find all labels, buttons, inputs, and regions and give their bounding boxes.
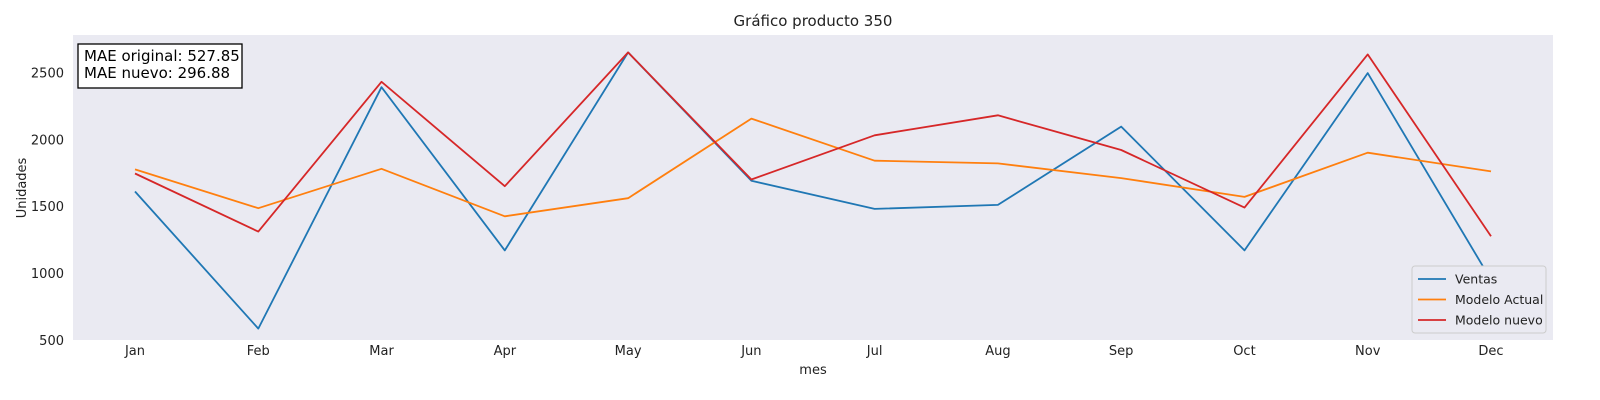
legend-label: Ventas bbox=[1455, 272, 1497, 287]
annotation-box bbox=[77, 43, 243, 89]
x-tick-label: Jun bbox=[740, 344, 761, 359]
legend-label: Modelo Actual bbox=[1455, 292, 1543, 307]
legend-box bbox=[1411, 265, 1547, 334]
x-tick-label: Feb bbox=[247, 344, 270, 359]
mae-annotation: MAE original: 527.85 MAE nuevo: 296.88 bbox=[77, 43, 243, 89]
y-axis-label: Unidades bbox=[15, 157, 30, 218]
y-tick-label: 2000 bbox=[31, 133, 64, 148]
series-line-modelo-nuevo bbox=[134, 51, 1492, 237]
x-tick-label: Apr bbox=[494, 344, 517, 359]
x-tick-label: Mar bbox=[369, 344, 394, 359]
y-tick-label: 1500 bbox=[31, 200, 64, 215]
plot-area bbox=[73, 35, 1553, 340]
y-tick-labels: 500 1000 1500 2000 2500 bbox=[31, 66, 64, 349]
legend-label: Modelo nuevo bbox=[1455, 313, 1543, 328]
x-tick-label: Jan bbox=[124, 344, 145, 359]
series-line-modelo-actual bbox=[134, 117, 1492, 218]
x-tick-label: Jul bbox=[866, 344, 883, 359]
x-tick-label: Sep bbox=[1109, 344, 1134, 359]
y-tick-label: 1000 bbox=[31, 267, 64, 282]
x-tick-label: Dec bbox=[1478, 344, 1503, 359]
legend: Ventas Modelo Actual Modelo nuevo bbox=[1411, 265, 1547, 334]
chart-title: Gráfico producto 350 bbox=[734, 12, 893, 30]
annotation-line-1: MAE original: 527.85 bbox=[84, 47, 240, 65]
annotation-line-2: MAE nuevo: 296.88 bbox=[84, 64, 230, 82]
series-lines bbox=[134, 51, 1492, 330]
series-line-ventas bbox=[134, 51, 1492, 330]
y-tick-label: 2500 bbox=[31, 66, 64, 81]
x-tick-label: Aug bbox=[985, 344, 1010, 359]
y-tick-label: 500 bbox=[39, 334, 64, 349]
x-tick-label: May bbox=[615, 344, 642, 359]
x-tick-labels: Jan Feb Mar Apr May Jun Jul Aug Sep Oct Nov Dec bbox=[124, 344, 1504, 359]
x-axis-label: mes bbox=[799, 363, 827, 378]
x-tick-label: Nov bbox=[1355, 344, 1381, 359]
x-tick-label: Oct bbox=[1233, 344, 1255, 359]
